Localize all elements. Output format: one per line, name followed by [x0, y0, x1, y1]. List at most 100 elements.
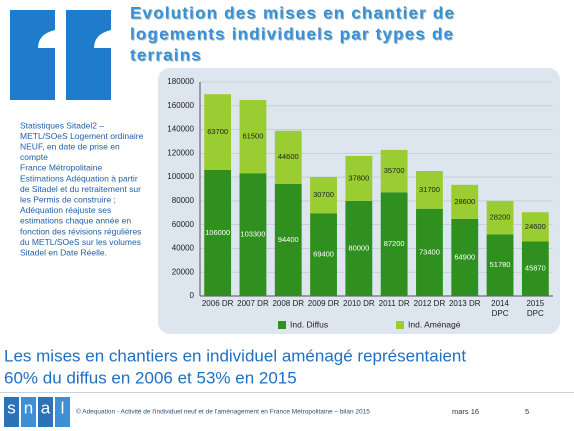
data-label: 64900	[454, 252, 475, 261]
title: logements individuels par types de	[130, 24, 454, 43]
bar-segment	[416, 208, 443, 296]
title-shadow: logements individuels par types de	[131, 25, 455, 44]
data-label: 61500	[243, 132, 264, 141]
title-shadow: terrains	[131, 46, 203, 65]
data-label: 80000	[348, 243, 369, 252]
title-shadow: Evolution des mises en chantier de	[131, 4, 456, 23]
bar-segment	[486, 234, 514, 296]
bar-segment	[416, 171, 443, 209]
y-tick-label: 20000	[172, 267, 195, 276]
bar-segment	[380, 192, 408, 296]
x-tick-label: 2006 DR	[202, 299, 234, 308]
x-tick-label: 2013 DR	[449, 299, 481, 308]
y-tick-label: 160000	[167, 101, 194, 110]
data-label: 35700	[384, 166, 405, 175]
data-label: 31700	[419, 185, 440, 194]
legend-swatch	[396, 321, 404, 329]
copyright: © Adequation - Activité de l'individuel …	[76, 408, 370, 416]
data-label: 30700	[313, 190, 334, 199]
x-tick-label: 2014 DPC	[491, 299, 509, 318]
bar-segment	[204, 94, 232, 170]
y-tick-label: 180000	[167, 77, 194, 86]
footer-rule	[0, 392, 574, 393]
data-label: 106000	[205, 228, 230, 237]
data-label: 24600	[525, 222, 546, 231]
source-note: Adéquation réajuste ses	[20, 205, 111, 215]
x-tick-label: 2015 DPC	[526, 299, 544, 318]
source-note: compte	[20, 152, 48, 162]
logo-box	[4, 397, 19, 427]
data-label: 73400	[419, 247, 440, 256]
x-tick-label: 2011 DR	[379, 299, 410, 308]
bar-segment	[239, 100, 267, 174]
logo-letter: a	[41, 398, 51, 417]
bar-segment	[451, 218, 479, 296]
source-note: France Métropolitaine	[20, 163, 102, 173]
bar-segment	[274, 183, 302, 296]
logo-box	[38, 397, 53, 427]
data-label: 51780	[490, 260, 511, 269]
y-tick-label: 80000	[172, 196, 195, 205]
data-label: 45870	[525, 264, 546, 273]
bar-segment	[521, 241, 549, 296]
bar-segment	[345, 155, 373, 201]
source-note: Estimations Adéquation à partir	[20, 173, 138, 183]
data-label: 37800	[348, 173, 369, 182]
source-note: estimations chaque année en	[20, 216, 131, 226]
data-label: 94400	[278, 235, 299, 244]
source-note: de Sitadel et du retraitement sur	[20, 184, 141, 194]
data-label: 63700	[207, 127, 228, 136]
source-note: Statistiques Sitadel2 –	[20, 120, 104, 130]
x-tick-label: 2008 DR	[272, 299, 304, 308]
y-tick-label: 60000	[172, 220, 195, 229]
data-label: 28600	[454, 197, 475, 206]
legend-label: Ind. Aménagé	[408, 319, 461, 329]
date: mars 16	[452, 407, 479, 416]
conclusion: Les mises en chantiers en individuel amé…	[4, 346, 466, 365]
page-number: 5	[525, 407, 529, 416]
data-label: 69400	[313, 250, 334, 259]
data-label: 103300	[240, 230, 265, 239]
x-tick-label: 2010 DR	[343, 299, 375, 308]
source-note: METL/SOeS Logement ordinaire	[20, 131, 144, 141]
y-tick-label: 40000	[172, 244, 195, 253]
title: Evolution des mises en chantier de	[130, 3, 455, 22]
bar-segment	[274, 130, 302, 184]
legend-swatch	[278, 321, 286, 329]
x-tick-label: 2007 DR	[237, 299, 269, 308]
bar-segment	[486, 200, 514, 235]
legend-label: Ind. Diffus	[290, 319, 328, 329]
y-tick-label: 0	[190, 291, 195, 300]
logo-letter: l	[61, 398, 65, 417]
logo-box	[21, 397, 36, 427]
conclusion: 60% du diffus en 2006 et 53% en 2015	[4, 368, 297, 387]
bar-segment	[310, 176, 337, 214]
bar-segment	[204, 169, 232, 296]
quote-mark	[10, 10, 55, 100]
source-note: fonction des révisions régulières	[20, 226, 141, 236]
title: terrains	[130, 45, 202, 64]
bar-segment	[380, 149, 408, 193]
x-tick-label: 2009 DR	[308, 299, 340, 308]
logo-box	[55, 397, 70, 427]
logo-letter: s	[7, 398, 16, 417]
source-note: les Permis de construire ;	[20, 194, 116, 204]
data-label: 28200	[490, 213, 511, 222]
bar-segment	[451, 184, 479, 219]
data-label: 44600	[278, 152, 299, 161]
source-note: Sitadel en Date Réelle.	[20, 247, 107, 257]
bar-segment	[345, 200, 373, 296]
quote-mark	[66, 10, 111, 100]
x-tick-label: 2012 DR	[414, 299, 446, 308]
y-tick-label: 120000	[167, 148, 194, 157]
y-tick-label: 140000	[167, 125, 194, 134]
y-tick-label: 100000	[167, 172, 194, 181]
bar-segment	[521, 212, 549, 242]
logo-letter: n	[24, 398, 33, 417]
data-label: 87200	[384, 239, 405, 248]
bar-segment	[239, 173, 267, 296]
bar-segment	[310, 213, 337, 296]
source-note: du METL/SOeS sur les volumes	[20, 237, 141, 247]
source-note: NEUF, en date de prise en	[20, 141, 120, 151]
